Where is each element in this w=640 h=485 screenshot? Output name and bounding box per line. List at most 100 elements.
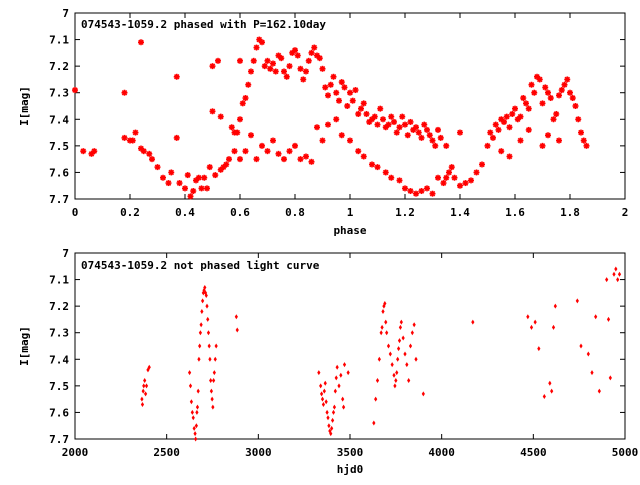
data-point xyxy=(223,161,230,168)
data-point xyxy=(338,132,345,139)
data-point xyxy=(561,81,568,88)
data-point xyxy=(275,150,282,157)
data-point xyxy=(140,401,145,407)
data-point xyxy=(209,63,216,70)
y-tick-label: 7 xyxy=(62,247,69,260)
data-point xyxy=(408,343,413,349)
data-point xyxy=(418,134,425,141)
x-tick-label: 3500 xyxy=(337,446,364,459)
data-point xyxy=(270,60,276,67)
data-point xyxy=(384,319,388,325)
data-point xyxy=(413,124,419,131)
data-point xyxy=(323,380,327,386)
data-point xyxy=(407,378,411,384)
data-point xyxy=(579,343,583,349)
data-point xyxy=(154,164,161,171)
data-point xyxy=(446,169,452,176)
data-point xyxy=(173,134,180,141)
data-point xyxy=(297,156,304,163)
data-point xyxy=(142,383,146,389)
data-point xyxy=(421,391,425,397)
y-tick-label: 7.4 xyxy=(49,353,69,366)
data-point xyxy=(495,126,502,133)
data-point xyxy=(327,81,334,88)
data-point xyxy=(140,148,147,155)
plot-frame xyxy=(74,252,626,440)
data-point xyxy=(413,190,419,197)
data-point xyxy=(331,409,336,415)
data-point xyxy=(195,409,199,415)
data-point xyxy=(217,113,224,120)
data-point xyxy=(583,142,590,149)
data-point xyxy=(567,89,573,96)
data-point xyxy=(501,118,507,125)
data-point xyxy=(184,172,191,179)
data-point xyxy=(322,84,329,91)
data-point xyxy=(283,73,290,80)
data-point xyxy=(586,351,590,357)
data-point xyxy=(448,164,455,171)
data-point xyxy=(267,65,274,72)
data-point xyxy=(300,76,307,83)
data-point xyxy=(168,169,175,176)
x-tick-label: 2000 xyxy=(62,446,89,459)
data-point xyxy=(517,113,524,120)
data-point xyxy=(457,182,463,189)
data-point xyxy=(380,116,386,123)
data-point xyxy=(414,356,418,362)
x-tick-label: 4500 xyxy=(520,446,547,459)
data-point xyxy=(440,180,447,187)
data-point xyxy=(311,44,318,51)
data-point xyxy=(382,303,386,309)
data-point xyxy=(473,169,480,176)
data-point xyxy=(451,174,458,181)
data-point xyxy=(242,148,249,155)
data-point xyxy=(239,100,246,107)
data-point xyxy=(558,87,565,94)
data-point xyxy=(231,148,238,155)
x-tick-label: 5000 xyxy=(612,446,639,459)
data-point xyxy=(337,383,341,389)
data-point xyxy=(605,277,609,283)
data-point xyxy=(379,330,383,336)
data-point xyxy=(228,124,235,131)
data-point xyxy=(190,409,194,415)
data-point xyxy=(195,404,200,410)
data-point xyxy=(192,425,196,431)
data-point xyxy=(338,79,345,86)
axis-ticks: 2000 2500 3000 3500 4000 4500 5000 7 7.1 7.2 7.3 7.… xyxy=(49,247,638,459)
data-point xyxy=(523,100,529,107)
data-point xyxy=(281,68,287,75)
data-point xyxy=(253,156,260,163)
data-point xyxy=(316,55,323,62)
data-point xyxy=(426,132,433,139)
data-point xyxy=(209,378,213,384)
data-point xyxy=(200,308,204,314)
data-point xyxy=(341,404,346,410)
data-point xyxy=(490,134,496,141)
data-point xyxy=(388,174,395,181)
data-point xyxy=(380,324,384,330)
data-point xyxy=(324,399,328,405)
data-point xyxy=(305,57,312,64)
data-point xyxy=(198,185,205,192)
data-point xyxy=(210,396,214,402)
data-point xyxy=(517,137,524,144)
data-point xyxy=(547,95,554,102)
data-point xyxy=(72,87,78,94)
data-point xyxy=(457,129,463,136)
data-point xyxy=(542,393,546,399)
data-point xyxy=(336,97,342,104)
data-point xyxy=(509,110,516,117)
x-tick-label: 0 xyxy=(72,206,79,219)
data-point xyxy=(401,335,405,341)
data-point xyxy=(597,388,601,394)
data-point xyxy=(319,137,326,144)
data-point xyxy=(132,129,139,136)
data-point xyxy=(231,129,238,136)
data-point xyxy=(209,388,213,394)
data-point xyxy=(432,142,439,149)
data-point xyxy=(536,76,543,83)
data-point xyxy=(551,324,556,330)
